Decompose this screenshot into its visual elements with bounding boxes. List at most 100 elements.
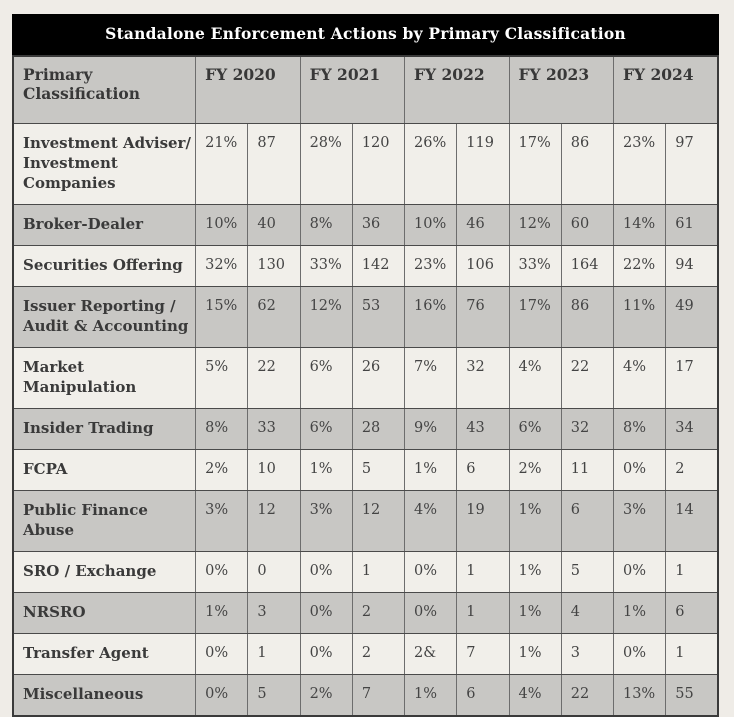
row-label: Investment Adviser/ Investment Companies [12, 123, 197, 205]
cell-count: 1 [456, 551, 510, 593]
cell-count: 6 [456, 449, 510, 491]
cell-count: 1 [665, 633, 719, 675]
row-label: Market Manipulation [12, 347, 197, 409]
cell-count: 142 [351, 245, 406, 287]
cell-count: 32 [456, 347, 510, 409]
cell-percent: 4% [612, 347, 667, 409]
cell-count: 60 [560, 204, 614, 246]
cell-count: 22 [560, 347, 614, 409]
cell-count: 22 [560, 674, 614, 717]
cell-count: 5 [247, 674, 301, 717]
cell-count: 86 [560, 123, 614, 205]
table-row: Miscellaneous 0% 5 2% 7 1% 6 4% 22 13% 55 [12, 674, 719, 717]
enforcement-actions-table: Primary Classification FY 2020 FY 2021 F… [12, 55, 719, 717]
table-row: Insider Trading 8% 33 6% 28 9% 43 6% 32 8% 34 [12, 408, 719, 450]
table-row: Public Finance Abuse 3% 12 3% 12 4% 19 1% 6 3% 14 [12, 490, 719, 552]
cell-percent: 2% [195, 449, 249, 491]
cell-count: 130 [247, 245, 301, 287]
cell-count: 119 [456, 123, 510, 205]
row-label: Public Finance Abuse [12, 490, 197, 552]
cell-count: 32 [560, 408, 614, 450]
cell-percent: 23% [404, 245, 458, 287]
row-label: Securities Offering [12, 245, 197, 287]
cell-percent: 0% [612, 551, 667, 593]
cell-percent: 23% [612, 123, 667, 205]
cell-percent: 13% [612, 674, 667, 717]
cell-count: 7 [351, 674, 406, 717]
cell-count: 53 [351, 286, 406, 348]
cell-count: 2 [665, 449, 719, 491]
cell-percent: 4% [404, 490, 458, 552]
cell-percent: 21% [195, 123, 249, 205]
cell-count: 40 [247, 204, 301, 246]
cell-count: 6 [456, 674, 510, 717]
cell-percent: 5% [195, 347, 249, 409]
cell-percent: 1% [612, 592, 667, 634]
cell-percent: 11% [612, 286, 667, 348]
cell-percent: 2& [404, 633, 458, 675]
cell-count: 12 [351, 490, 406, 552]
cell-percent: 1% [404, 449, 458, 491]
header-fy-2023: FY 2023 [508, 55, 614, 124]
cell-count: 33 [247, 408, 301, 450]
cell-count: 120 [351, 123, 406, 205]
cell-count: 86 [560, 286, 614, 348]
cell-percent: 1% [508, 633, 562, 675]
cell-count: 2 [351, 633, 406, 675]
cell-count: 1 [351, 551, 406, 593]
cell-percent: 16% [404, 286, 458, 348]
row-label: FCPA [12, 449, 197, 491]
cell-count: 87 [247, 123, 301, 205]
cell-count: 7 [456, 633, 510, 675]
cell-count: 3 [247, 592, 301, 634]
cell-percent: 28% [299, 123, 353, 205]
cell-count: 5 [351, 449, 406, 491]
row-label: NRSRO [12, 592, 197, 634]
cell-percent: 8% [612, 408, 667, 450]
header-row: Primary Classification FY 2020 FY 2021 F… [12, 55, 719, 124]
cell-count: 12 [247, 490, 301, 552]
row-label: Insider Trading [12, 408, 197, 450]
cell-count: 46 [456, 204, 510, 246]
cell-percent: 12% [508, 204, 562, 246]
cell-percent: 1% [508, 551, 562, 593]
cell-percent: 22% [612, 245, 667, 287]
cell-percent: 0% [612, 449, 667, 491]
table-row: SRO / Exchange 0% 0 0% 1 0% 1 1% 5 0% 1 [12, 551, 719, 593]
cell-count: 106 [456, 245, 510, 287]
cell-count: 19 [456, 490, 510, 552]
header-fy-2021: FY 2021 [299, 55, 406, 124]
cell-percent: 3% [299, 490, 353, 552]
cell-count: 76 [456, 286, 510, 348]
table-title-bar: Standalone Enforcement Actions by Primar… [12, 14, 719, 55]
cell-percent: 17% [508, 123, 562, 205]
cell-percent: 3% [195, 490, 249, 552]
cell-count: 62 [247, 286, 301, 348]
cell-count: 97 [665, 123, 719, 205]
cell-count: 0 [247, 551, 301, 593]
table-row: Broker-Dealer 10% 40 8% 36 10% 46 12% 60 14% 61 [12, 204, 719, 246]
row-label: Issuer Reporting / Audit & Accounting [12, 286, 197, 348]
cell-count: 10 [247, 449, 301, 491]
cell-count: 164 [560, 245, 614, 287]
cell-percent: 32% [195, 245, 249, 287]
cell-percent: 0% [299, 551, 353, 593]
cell-count: 61 [665, 204, 719, 246]
cell-percent: 9% [404, 408, 458, 450]
cell-percent: 2% [508, 449, 562, 491]
cell-percent: 4% [508, 674, 562, 717]
cell-percent: 7% [404, 347, 458, 409]
header-fy-2022: FY 2022 [404, 55, 510, 124]
cell-percent: 1% [299, 449, 353, 491]
table-row: Investment Adviser/ Investment Companies… [12, 123, 719, 205]
cell-percent: 33% [299, 245, 353, 287]
table-row: Securities Offering 32% 130 33% 142 23% 106 33%… [12, 245, 719, 287]
cell-percent: 0% [299, 592, 353, 634]
cell-percent: 12% [299, 286, 353, 348]
cell-percent: 0% [195, 551, 249, 593]
cell-percent: 8% [195, 408, 249, 450]
table-row: Market Manipulation 5% 22 6% 26 7% 32 4% 22 4% 17 [12, 347, 719, 409]
cell-count: 28 [351, 408, 406, 450]
cell-percent: 0% [404, 592, 458, 634]
header-primary-classification: Primary Classification [12, 55, 197, 124]
